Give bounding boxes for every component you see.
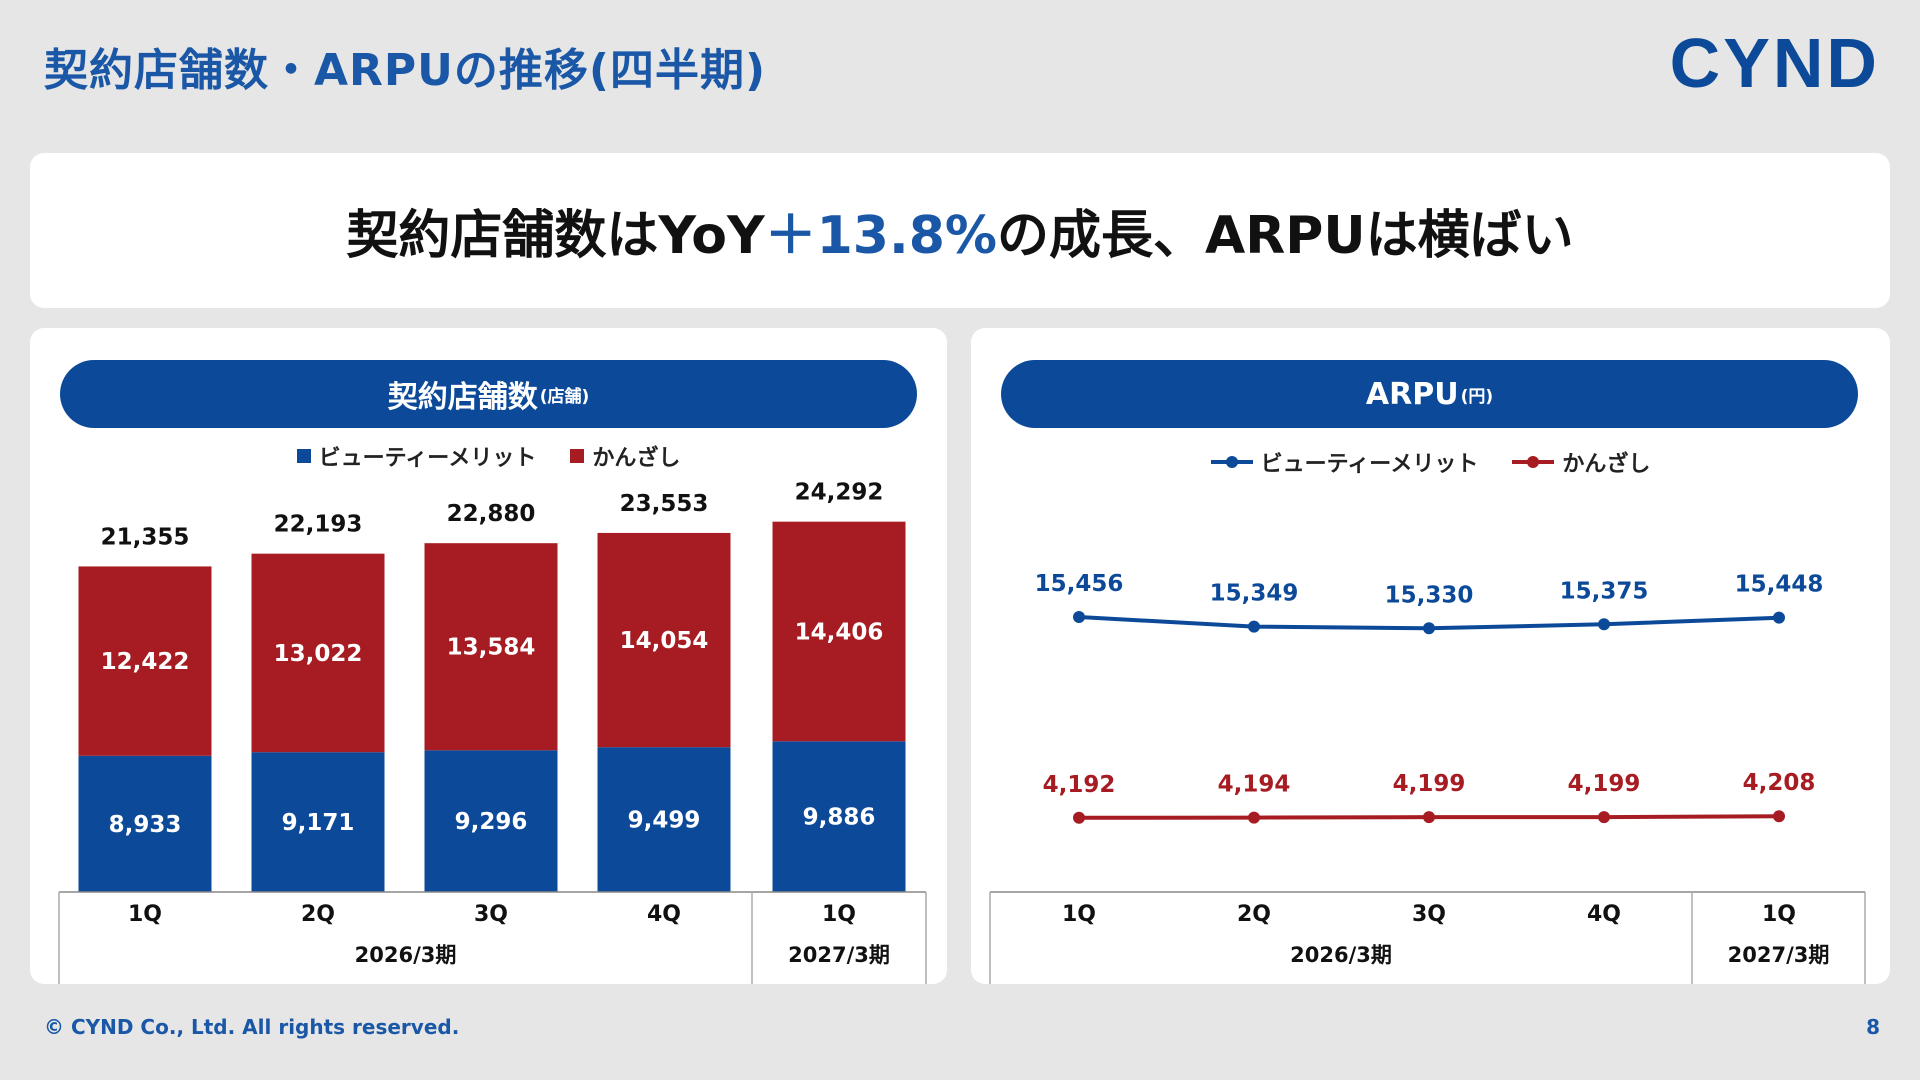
- line-point-beauty-merit: [1248, 620, 1260, 633]
- legend-line-marker-beauty-merit: [1210, 455, 1253, 469]
- store-count-title-pill: 契約店舗数 (店舗): [60, 360, 917, 428]
- line-period-label: 2026/3期: [1290, 943, 1392, 967]
- bar-segment-kanzashi: [424, 543, 558, 751]
- store-count-chart: 8,933 12,422 21,355 9,171 13,022 22,193 9,296 1…: [58, 480, 927, 984]
- bar-value-label-beauty-merit: 9,499: [628, 808, 701, 834]
- headline-prefix: 契約店舗数はYoY: [346, 206, 765, 266]
- line-value-label-kanzashi: 4,199: [1568, 771, 1641, 797]
- legend-swatch-beauty-merit: [296, 449, 311, 463]
- company-logo: CYND: [1669, 24, 1880, 102]
- line-point-kanzashi: [1073, 811, 1085, 824]
- line-category-label: 3Q: [1412, 902, 1446, 927]
- arpu-panel: ARPU (円) ビューティーメリット かんざし 15,456 15,349 15,3…: [971, 328, 1890, 984]
- arpu-title-unit: (円): [1460, 386, 1494, 407]
- bar-value-label-kanzashi: 13,584: [447, 635, 536, 661]
- bar-value-label-kanzashi: 13,022: [274, 641, 363, 667]
- line-value-label-kanzashi: 4,192: [1043, 772, 1116, 798]
- legend-swatch-kanzashi: [570, 449, 585, 463]
- bar-total-label: 24,292: [795, 480, 884, 506]
- line-period-label: 2027/3期: [1728, 943, 1830, 967]
- bar-segment-kanzashi: [78, 566, 212, 756]
- bar-total-label: 22,193: [274, 512, 363, 538]
- store-count-title-unit: (店舗): [539, 386, 590, 407]
- line-value-label-kanzashi: 4,199: [1393, 771, 1466, 797]
- headline-highlight: ＋13.8%: [764, 206, 998, 266]
- bar-segment-kanzashi: [772, 521, 906, 742]
- bar-total-label: 21,355: [101, 524, 190, 550]
- legend-label-arpu-kanzashi: かんざし: [1562, 452, 1651, 477]
- bar-value-label-beauty-merit: 9,171: [282, 810, 355, 836]
- bar-category-label: 3Q: [474, 902, 508, 927]
- bar-segment-beauty-merit: [251, 752, 385, 892]
- line-point-kanzashi: [1248, 811, 1260, 824]
- store-count-panel: 契約店舗数 (店舗) ビューティーメリット かんざし 8,933 12,422 21,…: [30, 328, 947, 984]
- line-value-label-beauty-merit: 15,448: [1735, 572, 1824, 598]
- bar-value-label-beauty-merit: 8,933: [109, 812, 182, 838]
- arpu-chart: 15,456 15,349 15,330 15,375 15,448 4,192 4,194…: [989, 571, 1866, 984]
- bar-segment-beauty-merit: [597, 747, 731, 892]
- footer-copyright: © CYND Co., Ltd. All rights reserved.: [44, 1015, 460, 1039]
- legend-label-kanzashi: かんざし: [592, 446, 681, 471]
- line-point-beauty-merit: [1073, 610, 1085, 623]
- bar-category-label: 1Q: [128, 902, 162, 927]
- arpu-title: ARPU: [1365, 376, 1459, 412]
- bar-total-label: 23,553: [620, 491, 709, 517]
- bar-segment-beauty-merit: [772, 741, 906, 892]
- bar-value-label-kanzashi: 12,422: [101, 649, 190, 675]
- line-point-beauty-merit: [1598, 618, 1610, 631]
- line-point-kanzashi: [1423, 811, 1435, 824]
- headline-card: 契約店舗数はYoY＋13.8%の成長、ARPUは横ばい: [30, 153, 1890, 308]
- legend-item-arpu-kanzashi: かんざし: [1512, 446, 1650, 478]
- line-category-label: 1Q: [1762, 902, 1796, 927]
- legend-item-kanzashi: かんざし: [570, 440, 680, 472]
- bar-category-label: 1Q: [822, 902, 856, 927]
- legend-label-beauty-merit: ビューティーメリット: [318, 446, 537, 471]
- line-value-label-beauty-merit: 15,330: [1385, 582, 1474, 608]
- bar-total-label: 22,880: [447, 501, 536, 527]
- line-point-beauty-merit: [1773, 611, 1785, 624]
- bar-segment-beauty-merit: [424, 750, 558, 892]
- bar-value-label-beauty-merit: 9,886: [803, 805, 876, 831]
- line-point-beauty-merit: [1423, 622, 1435, 635]
- line-category-label: 1Q: [1062, 902, 1096, 927]
- line-category-label: 4Q: [1587, 902, 1621, 927]
- line-value-label-beauty-merit: 15,375: [1560, 578, 1649, 604]
- line-point-kanzashi: [1773, 810, 1785, 823]
- bar-segment-beauty-merit: [78, 755, 212, 892]
- arpu-legend: ビューティーメリット かんざし: [971, 446, 1890, 478]
- bar-period-label: 2026/3期: [355, 943, 457, 967]
- bar-value-label-kanzashi: 14,406: [795, 619, 884, 645]
- page-title: 契約店舗数・ARPUの推移(四半期): [44, 45, 767, 96]
- bar-value-label-kanzashi: 14,054: [620, 628, 709, 654]
- legend-item-arpu-beauty-merit: ビューティーメリット: [1210, 446, 1479, 478]
- page-number: 8: [1866, 1015, 1880, 1039]
- arpu-title-pill: ARPU (円): [1001, 360, 1858, 428]
- store-count-title: 契約店舗数: [387, 380, 538, 415]
- line-value-label-beauty-merit: 15,456: [1035, 571, 1124, 597]
- headline-suffix: の成長、ARPUは横ばい: [997, 206, 1574, 266]
- bar-segment-kanzashi: [251, 553, 385, 753]
- bar-segment-kanzashi: [597, 532, 731, 748]
- bar-category-label: 4Q: [647, 902, 681, 927]
- line-value-label-kanzashi: 4,194: [1218, 772, 1291, 798]
- legend-label-arpu-beauty-merit: ビューティーメリット: [1260, 452, 1479, 477]
- bar-period-label: 2027/3期: [788, 943, 890, 967]
- line-value-label-beauty-merit: 15,349: [1210, 581, 1299, 607]
- line-point-kanzashi: [1598, 811, 1610, 824]
- headline: 契約店舗数はYoY＋13.8%の成長、ARPUは横ばい: [346, 193, 1573, 268]
- line-value-label-kanzashi: 4,208: [1743, 770, 1816, 796]
- bar-value-label-beauty-merit: 9,296: [455, 809, 528, 835]
- store-count-legend: ビューティーメリット かんざし: [30, 440, 947, 472]
- legend-line-marker-kanzashi: [1512, 455, 1555, 469]
- legend-item-beauty-merit: ビューティーメリット: [296, 440, 537, 472]
- line-category-label: 2Q: [1237, 902, 1271, 927]
- bar-category-label: 2Q: [301, 902, 335, 927]
